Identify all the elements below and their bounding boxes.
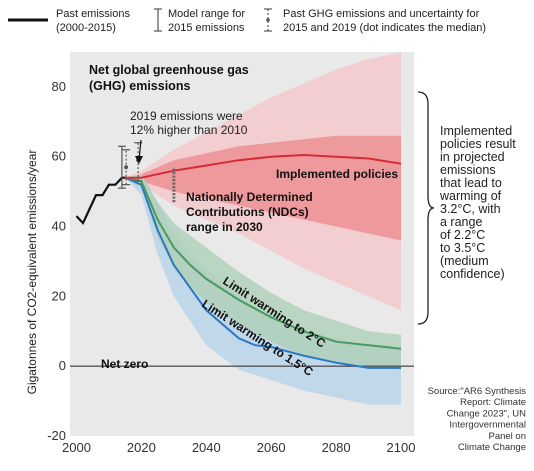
- scenario-bands: [125, 52, 401, 405]
- side-note-line: of 2.2°C: [440, 228, 485, 242]
- side-note-line: a range: [440, 215, 482, 229]
- legend-ghg-swatch: [264, 8, 272, 32]
- annotation-net-zero: Net zero: [101, 357, 148, 371]
- chart-title-line-2: (GHG) emissions: [89, 79, 190, 93]
- legend-model-swatch: [154, 8, 162, 32]
- x-tick-label: 2020: [127, 440, 156, 455]
- y-tick-label: 0: [59, 358, 66, 373]
- legend-past-label-1: Past emissions: [56, 8, 130, 20]
- warming-2c-band: [125, 174, 401, 370]
- y-tick-label: 80: [52, 79, 66, 94]
- side-note-line: confidence): [440, 267, 505, 281]
- side-note-line: 3.2°C, with: [440, 202, 501, 216]
- legend: Past emissions (2000-2015) Model range f…: [8, 8, 486, 34]
- legend-ghg-label-1: Past GHG emissions and uncertainty for: [283, 8, 480, 20]
- x-tick-label: 2100: [387, 440, 416, 455]
- annotation-implemented: Implemented policies: [276, 167, 398, 181]
- source-line: Source:"AR6 Synthesis: [428, 386, 527, 397]
- source-line: Change 2023", UN: [447, 408, 527, 419]
- x-tick-labels: 2000 2020 2040 2060 2080 2100: [62, 440, 415, 455]
- x-tick-label: 2080: [322, 440, 351, 455]
- implemented-policies-line: [125, 153, 402, 179]
- annotation-2019-line-1: 2019 emissions were: [130, 109, 243, 123]
- annotation-2019-arrowhead: [135, 156, 143, 164]
- annotation-ndc-line-2: Contributions (NDCs): [186, 205, 309, 219]
- legend-model-label-1: Model range for: [168, 8, 245, 20]
- side-note-line: policies result: [440, 137, 516, 151]
- uncertainty-2015: [122, 149, 131, 186]
- source-line: Report: Climate: [460, 397, 526, 408]
- source-line: Panel on: [488, 431, 526, 442]
- warming-15c-line: [124, 176, 401, 369]
- scenario-lines: [75, 153, 402, 369]
- chart-title-line-1: Net global greenhouse gas: [89, 63, 249, 77]
- past-emissions-line: [75, 176, 126, 226]
- source-line: Intergovernmental: [449, 420, 526, 431]
- side-bracket: [417, 91, 435, 325]
- annotation-ndc-line-3: range in 2030: [186, 220, 263, 234]
- uncertainty-markers: [117, 142, 176, 203]
- legend-past-label-2: (2000-2015): [56, 22, 116, 34]
- y-tick-label: 40: [52, 219, 66, 234]
- y-tick-label: 60: [52, 149, 66, 164]
- side-note-line: warming of: [439, 189, 502, 203]
- implemented-inner-band: [125, 135, 401, 241]
- y-tick-label: 20: [52, 288, 66, 303]
- y-axis-label: Gigatonnes of CO2-equivalent emissions/y…: [25, 150, 39, 395]
- side-note-line: emissions: [440, 163, 496, 177]
- x-tick-label: 2000: [62, 440, 91, 455]
- warming-2c-line: [124, 176, 402, 350]
- annotation-ndc-line-1: Nationally Determined: [186, 190, 313, 204]
- legend-ghg-label-2: 2015 and 2019 (dot indicates the median): [283, 22, 486, 34]
- y-tick-labels: -20 0 20 40 60 80: [47, 79, 66, 443]
- legend-model-label-2: 2015 emissions: [168, 22, 245, 34]
- uncertainty-2015-median: [124, 165, 129, 170]
- source-line: Climate Change: [458, 442, 526, 453]
- side-note-line: in projected: [440, 150, 505, 164]
- x-tick-label: 2060: [257, 440, 286, 455]
- y-tick-label: -20: [47, 428, 66, 443]
- side-note-line: (medium: [440, 254, 489, 268]
- x-tick-label: 2040: [192, 440, 221, 455]
- side-note-line: Implemented: [440, 124, 512, 138]
- model-range-2015: [117, 145, 126, 189]
- side-note-line: to 3.5°C: [440, 241, 485, 255]
- annotation-2019-line-2: 12% higher than 2010: [130, 123, 248, 137]
- side-note-line: that lead to: [440, 176, 502, 190]
